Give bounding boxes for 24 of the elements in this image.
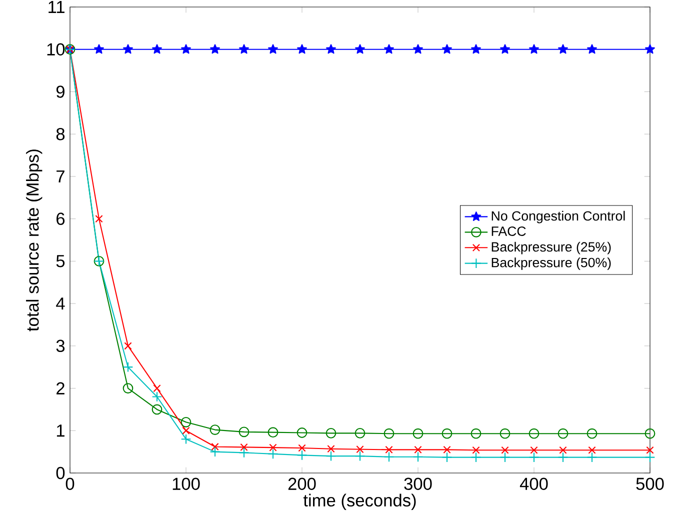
y-axis-title: total source rate (Mbps) (26, 150, 42, 332)
y-tick-label: 9 (56, 86, 64, 98)
y-tick-label: 4 (56, 298, 65, 310)
x-tick-label: 0 (66, 478, 74, 490)
y-tick-label: 10 (47, 43, 65, 56)
y-tick-label: 1 (56, 424, 64, 437)
y-tick-label: 7 (56, 170, 64, 182)
x-tick-label: 300 (404, 478, 432, 490)
legend-label: FACC (492, 226, 526, 236)
x-tick-label: 400 (520, 478, 548, 490)
x-tick-label: 500 (636, 478, 664, 490)
x-tick-label: 200 (288, 478, 316, 490)
y-tick-label: 0 (56, 466, 65, 480)
x-axis-title: time (seconds) (303, 494, 416, 510)
y-tick-label: 8 (56, 128, 65, 140)
y-tick-label: 6 (56, 212, 65, 225)
y-tick-label: 2 (56, 382, 64, 394)
x-tick-label: 100 (172, 478, 200, 490)
y-tick-label: 11 (48, 1, 64, 13)
legend-label: Backpressure (50%) (492, 257, 611, 270)
y-tick-label: 5 (56, 255, 65, 268)
legend-label: No Congestion Control (492, 210, 625, 224)
legend-label: Backpressure (25%) (492, 242, 611, 254)
y-tick-label: 3 (56, 340, 65, 352)
